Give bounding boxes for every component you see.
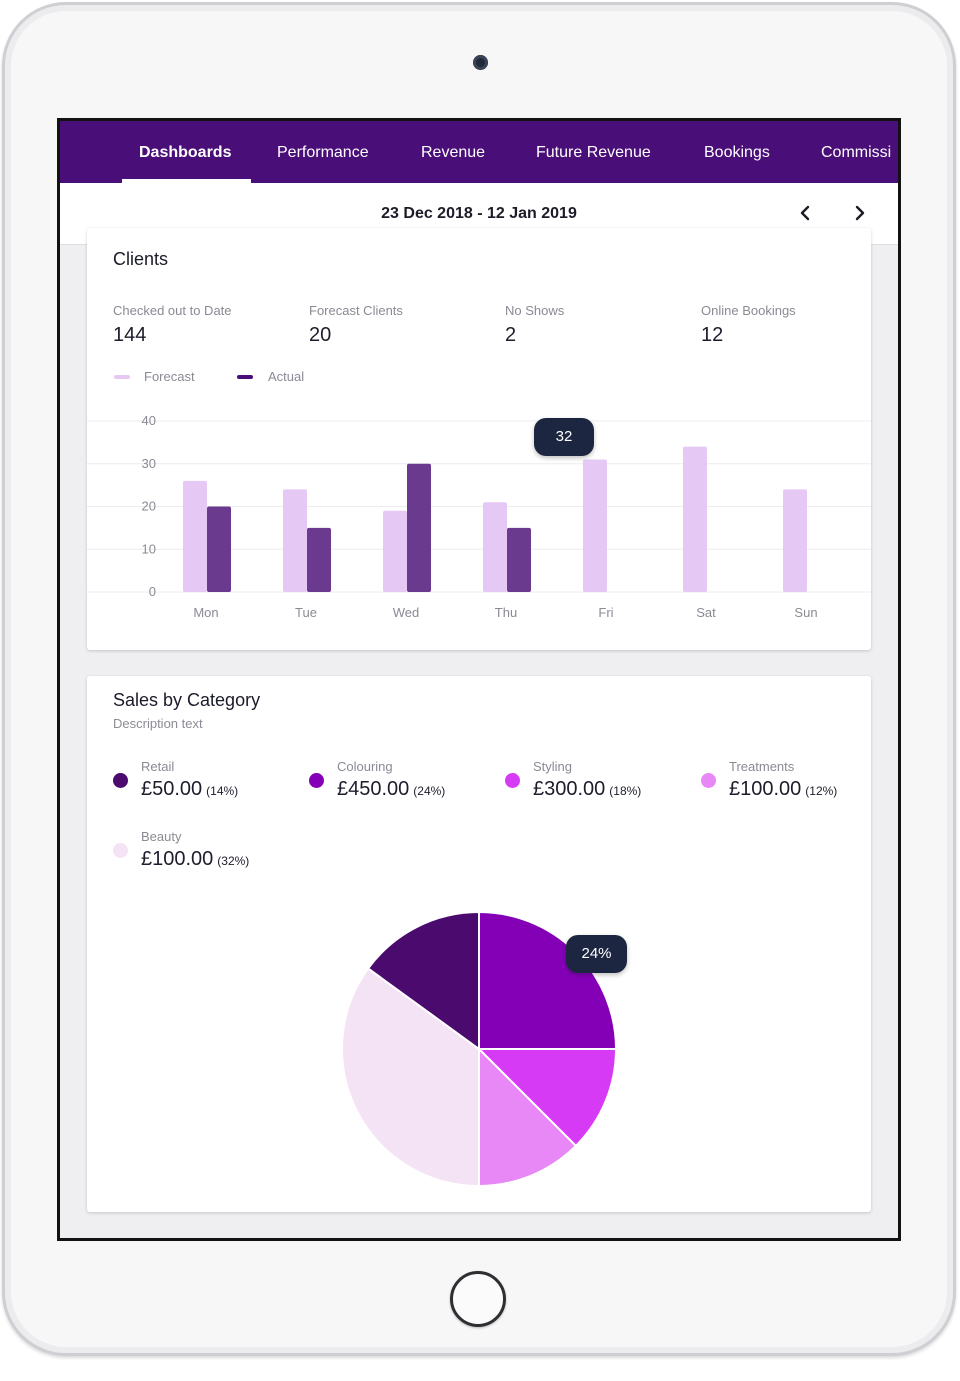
- category-dot-styling: [505, 773, 520, 788]
- pie-slice-retail[interactable]: [366, 910, 480, 1051]
- tab-commissions[interactable]: Commissi: [821, 144, 892, 161]
- y-tick-label: 30: [142, 456, 156, 471]
- category-amount-value: £450.00: [337, 778, 410, 800]
- bar-actual-tue[interactable]: [307, 527, 331, 592]
- bar-forecast-wed[interactable]: [383, 510, 407, 592]
- stat-value: 144: [113, 324, 147, 346]
- tab-bookings[interactable]: Bookings: [704, 144, 770, 161]
- pie-tooltip: 24%: [566, 935, 627, 973]
- category-amount-value: £100.00: [729, 778, 802, 800]
- category-pct: (12%): [805, 784, 838, 798]
- category-dot-treatments: [701, 773, 716, 788]
- category-amount: £300.00 (18%): [533, 778, 641, 801]
- app-screen: Dashboards Performance Revenue Future Re…: [57, 118, 901, 1241]
- legend-swatch-forecast: [114, 375, 130, 379]
- sales-pie-chart: [341, 910, 618, 1188]
- bar-forecast-thu[interactable]: [483, 502, 507, 592]
- x-tick-label: Mon: [193, 605, 218, 620]
- category-amount: £50.00 (14%): [141, 778, 238, 801]
- category-pct: (18%): [609, 784, 642, 798]
- category-label: Treatments: [729, 759, 795, 774]
- category-dot-beauty: [113, 843, 128, 858]
- category-amount: £100.00 (12%): [729, 778, 837, 801]
- category-amount-value: £300.00: [533, 778, 606, 800]
- stat-label: Forecast Clients: [309, 303, 403, 318]
- stat-value: 20: [309, 324, 332, 346]
- tab-revenue[interactable]: Revenue: [421, 144, 486, 161]
- category-label: Beauty: [141, 829, 182, 844]
- x-tick-label: Sat: [696, 605, 716, 620]
- pie-slice-styling[interactable]: [476, 1048, 618, 1148]
- x-tick-label: Thu: [495, 605, 517, 620]
- sales-card: Sales by Category Description text Retai…: [87, 676, 871, 1212]
- y-tick-label: 10: [142, 541, 156, 556]
- chevron-left-icon[interactable]: [797, 204, 815, 222]
- stat-value: 12: [701, 324, 724, 346]
- category-dot-retail: [113, 773, 128, 788]
- y-tick-label: 20: [142, 499, 156, 514]
- bar-tooltip: 32: [534, 418, 594, 456]
- x-tick-label: Sun: [794, 605, 817, 620]
- category-pct: (14%): [206, 784, 239, 798]
- tab-dashboards[interactable]: Dashboards: [139, 144, 232, 161]
- sales-title: Sales by Category: [113, 690, 261, 710]
- y-tick-label: 40: [142, 413, 156, 428]
- bar-forecast-sat[interactable]: [683, 446, 707, 592]
- top-nav: Dashboards Performance Revenue Future Re…: [60, 121, 898, 183]
- clients-title: Clients: [113, 249, 169, 269]
- stat-value: 2: [505, 324, 517, 346]
- category-label: Colouring: [337, 759, 393, 774]
- bar-actual-mon[interactable]: [207, 506, 231, 593]
- category-pct: (24%): [413, 784, 446, 798]
- bar-forecast-tue[interactable]: [283, 489, 307, 592]
- legend-swatch-actual: [237, 375, 253, 379]
- home-button[interactable]: [450, 1271, 506, 1327]
- category-amount-value: £100.00: [141, 848, 214, 870]
- x-tick-label: Fri: [598, 605, 613, 620]
- x-tick-label: Tue: [295, 605, 317, 620]
- y-tick-label: 0: [149, 584, 156, 599]
- category-amount-value: £50.00: [141, 778, 203, 800]
- stat-label: Online Bookings: [701, 303, 796, 318]
- category-label: Styling: [533, 759, 573, 774]
- category-dot-colouring: [309, 773, 324, 788]
- pie-slice-colouring[interactable]: [478, 910, 618, 1050]
- stat-label: Checked out to Date: [113, 303, 232, 318]
- clients-bar-chart: 0 10 20 30 40 Mon Tue Wed Thu Fri Sat Sun: [87, 413, 871, 620]
- bar-forecast-fri[interactable]: [583, 459, 607, 592]
- active-tab-indicator: [122, 179, 251, 183]
- category-amount: £450.00 (24%): [337, 778, 445, 801]
- category-pct: (32%): [217, 854, 250, 868]
- sales-description: Description text: [113, 716, 203, 731]
- date-range: 23 Dec 2018 - 12 Jan 2019: [381, 205, 577, 222]
- pie-slice-treatments[interactable]: [478, 1046, 578, 1188]
- stat-label: No Shows: [505, 303, 565, 318]
- clients-card: Clients Checked out to Date 144 Forecast…: [87, 228, 871, 650]
- pie-slice-beauty[interactable]: [341, 967, 480, 1188]
- x-tick-label: Wed: [393, 605, 420, 620]
- category-label: Retail: [141, 759, 175, 774]
- tab-performance[interactable]: Performance: [277, 144, 369, 161]
- bar-forecast-mon[interactable]: [183, 480, 207, 592]
- legend-label-actual: Actual: [268, 369, 305, 384]
- camera-icon: [473, 55, 488, 70]
- legend-label-forecast: Forecast: [144, 369, 195, 384]
- bar-actual-wed[interactable]: [407, 463, 431, 592]
- bar-actual-thu[interactable]: [507, 527, 531, 592]
- category-amount: £100.00 (32%): [141, 848, 249, 871]
- chevron-right-icon[interactable]: [850, 204, 868, 222]
- tab-future-revenue[interactable]: Future Revenue: [536, 144, 651, 161]
- bar-forecast-sun[interactable]: [783, 489, 807, 592]
